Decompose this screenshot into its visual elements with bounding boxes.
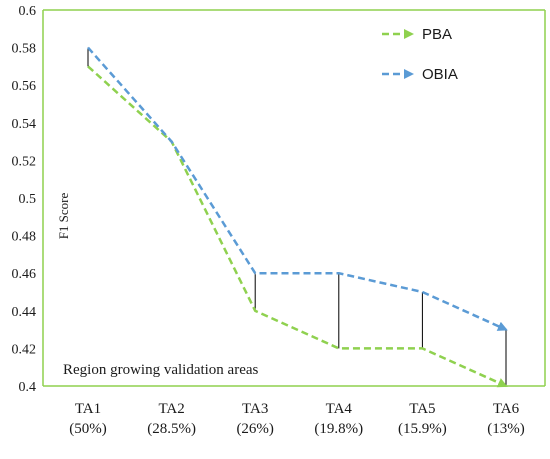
x-tick-label: TA6 [493, 401, 520, 417]
series-line-pba [87, 65, 508, 388]
y-tick-label: 0.4 [19, 380, 37, 395]
y-tick-label: 0.52 [12, 154, 37, 169]
legend-label-pba: PBA [422, 26, 452, 43]
x-tick-sublabel: (28.5%) [147, 421, 196, 437]
series-lines [87, 46, 508, 388]
y-tick-label: 0.54 [12, 117, 37, 132]
y-tick-label: 0.5 [19, 192, 37, 207]
difference-lines [87, 47, 507, 386]
y-tick-label: 0.44 [12, 305, 37, 320]
legend-label-obia: OBIA [422, 66, 458, 83]
x-tick-sublabel: (19.8%) [314, 421, 363, 437]
legend: PBA OBIA [382, 26, 458, 83]
y-tick-label: 0.42 [12, 342, 37, 357]
x-tick-sublabel: (13%) [487, 421, 525, 437]
x-tick-label: TA1 [75, 401, 101, 417]
x-axis-ticks: TA1 (50%) TA2 (28.5%) TA3 (26%) TA4 (19.8%) TA5 (… [69, 401, 525, 437]
chart-annotation: Region growing validation areas [63, 362, 259, 378]
x-tick-label: TA4 [326, 401, 353, 417]
y-tick-label: 0.6 [19, 4, 37, 19]
x-tick-sublabel: (26%) [236, 421, 274, 437]
y-tick-label: 0.48 [12, 230, 37, 245]
x-tick-label: TA2 [158, 401, 184, 417]
x-tick-sublabel: (15.9%) [398, 421, 447, 437]
y-axis-ticks: 0.4 0.42 0.44 0.46 0.48 0.5 0.52 0.54 0.56 0.58 0.… [12, 4, 37, 395]
y-tick-label: 0.58 [12, 42, 37, 57]
y-tick-label: 0.46 [12, 267, 37, 282]
x-tick-label: TA3 [242, 401, 268, 417]
x-tick-sublabel: (50%) [69, 421, 107, 437]
axes [42, 9, 546, 387]
y-axis-label: F1 Score [56, 192, 71, 239]
y-tick-label: 0.56 [12, 79, 37, 94]
x-tick-label: TA5 [409, 401, 435, 417]
series-line-obia [87, 46, 508, 331]
